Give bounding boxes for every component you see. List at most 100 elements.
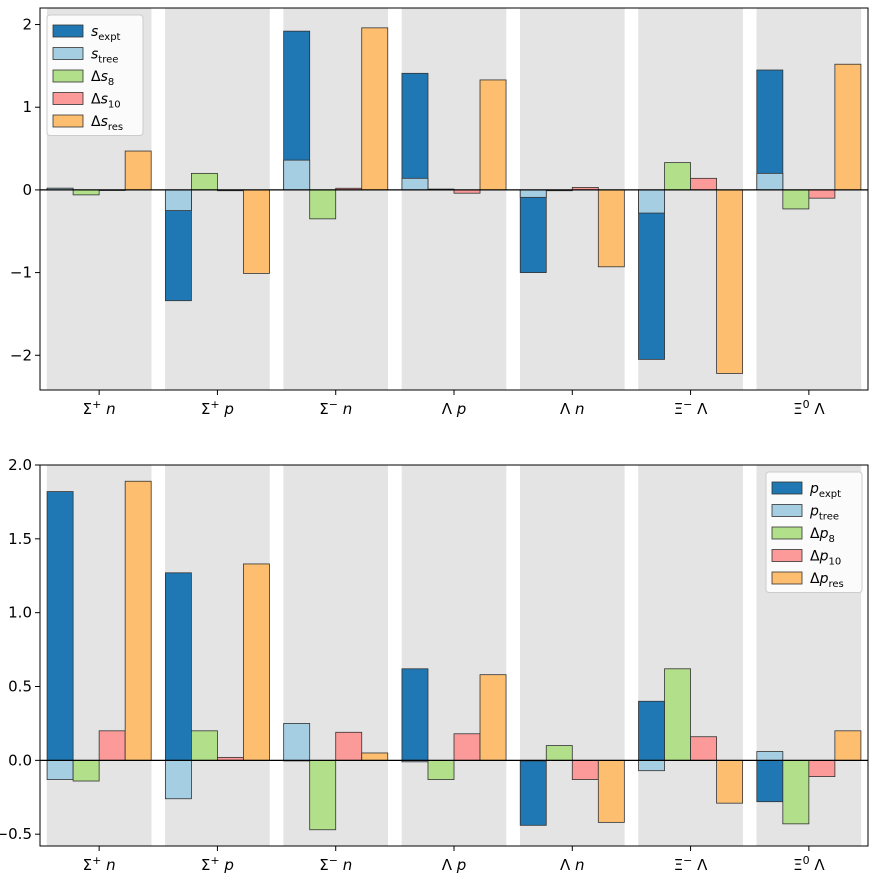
legend-label: ptree (809, 504, 839, 523)
bar-8-7 (782, 759, 810, 825)
bar-res-1 (124, 480, 152, 761)
legend-box (765, 471, 863, 593)
bar-res-6 (716, 759, 744, 804)
legend-label: Δs10 (91, 92, 121, 111)
bar-tree-5 (519, 189, 547, 198)
bar-8-3 (309, 759, 337, 831)
x-tick-label: Σ− n (319, 854, 352, 874)
legend-swatch (771, 549, 803, 562)
x-tick-label: Λ n (560, 856, 585, 874)
y-tick-label: 2.0 (8, 456, 32, 474)
bar-10-5 (571, 759, 599, 780)
bar-expt-5 (519, 759, 547, 826)
y-tick-label: 1.5 (8, 530, 32, 548)
legend-swatch (771, 504, 803, 517)
x-tick-label: Σ+ p (201, 854, 234, 874)
bar-tree-6 (638, 189, 665, 214)
x-tick-label: Λ p (442, 856, 467, 874)
legend-swatch (52, 92, 84, 105)
x-tick-label: Ξ− Λ (674, 854, 708, 874)
bar-res-7 (834, 63, 862, 191)
bar-expt-7 (756, 69, 784, 191)
bar-res-2 (243, 563, 270, 761)
bar-8-1 (72, 759, 100, 782)
bar-res-4 (479, 79, 507, 191)
legend-swatch (771, 526, 803, 540)
category-band (401, 8, 507, 390)
bar-10-7 (808, 189, 836, 199)
bar-8-2 (191, 172, 218, 191)
y-tick-label: −0.5 (0, 825, 32, 843)
legend-label: pexpt (809, 481, 841, 500)
bar-8-4 (427, 759, 455, 780)
bar-res-6 (716, 189, 744, 374)
y-tick-label: 0 (22, 181, 32, 199)
legend-label: Δp8 (810, 526, 835, 545)
bar-8-7 (782, 189, 810, 210)
legend: pexpt ptree Δp8 Δp10 Δpres (765, 471, 863, 593)
x-tick-label: Ξ0 Λ (793, 398, 825, 418)
x-tick-label: Σ− n (319, 398, 352, 418)
bar-res-7 (834, 730, 862, 761)
bar-tree-6 (638, 759, 665, 772)
legend-swatch (771, 481, 803, 495)
x-tick-label: Σ+ p (201, 398, 234, 418)
legend-label: sexpt (91, 24, 121, 43)
chart-panel-1: −2 −1 0 1 2 Σ+ n Σ+ p Σ− n Λ p Λ n Ξ− Λ Ξ0 Λ sexpt st… (10, 7, 869, 418)
y-tick-label: 2 (22, 16, 32, 34)
x-tick-label: Λ n (560, 400, 585, 418)
bar-8-5 (545, 745, 573, 761)
bar-10-1 (98, 730, 126, 761)
bar-10-6 (690, 177, 717, 191)
legend-swatch (52, 69, 84, 83)
bar-expt-4 (401, 668, 429, 761)
bar-tree-7 (756, 751, 784, 761)
legend-label: stree (91, 47, 118, 66)
bar-10-7 (808, 759, 836, 777)
bar-tree-1 (46, 759, 74, 780)
bar-res-1 (124, 150, 152, 191)
bar-expt-1 (46, 491, 74, 761)
legend-swatch (771, 571, 803, 585)
category-band (401, 465, 507, 846)
y-tick-label: −1 (10, 264, 32, 282)
legend-swatch (52, 114, 84, 128)
bar-8-3 (309, 189, 337, 220)
y-tick-label: 1 (22, 98, 32, 116)
x-tick-label: Λ p (442, 400, 467, 418)
bar-res-3 (361, 27, 389, 191)
legend-label: Δpres (810, 571, 844, 590)
y-tick-label: 0.0 (8, 751, 32, 769)
legend-label: Δs8 (91, 69, 114, 88)
bar-res-3 (361, 752, 389, 761)
legend-label: Δsres (91, 114, 123, 133)
legend-swatch (52, 24, 84, 38)
bar-8-6 (664, 162, 691, 191)
x-tick-label: Ξ− Λ (674, 398, 708, 418)
x-tick-label: Σ+ n (83, 854, 116, 874)
legend-label: Δp10 (810, 549, 841, 568)
bar-tree-2 (164, 189, 192, 211)
bar-expt-4 (401, 72, 429, 191)
bar-expt-6 (638, 700, 665, 761)
bar-expt-5 (519, 189, 547, 273)
bar-10-4 (453, 733, 481, 761)
legend-box (46, 14, 144, 136)
bar-tree-2 (164, 759, 192, 800)
chart-panel-2: −0.5 0.0 0.5 1.0 1.5 2.0 Σ+ n Σ+ p Σ− n Λ p Λ n Ξ− … (0, 456, 869, 874)
bar-tree-3 (283, 159, 311, 191)
legend: sexpt stree Δs8 Δs10 Δsres (46, 14, 144, 136)
y-tick-label: −2 (10, 346, 32, 364)
bar-tree-3 (283, 723, 311, 761)
bar-tree-7 (756, 172, 784, 191)
bar-8-1 (72, 189, 100, 196)
bar-tree-4 (401, 177, 429, 191)
bar-10-6 (690, 736, 717, 761)
x-tick-label: Σ+ n (83, 398, 116, 418)
bar-res-5 (597, 759, 625, 823)
bar-res-2 (243, 189, 270, 274)
bar-res-5 (597, 189, 625, 268)
bar-10-3 (335, 731, 363, 761)
